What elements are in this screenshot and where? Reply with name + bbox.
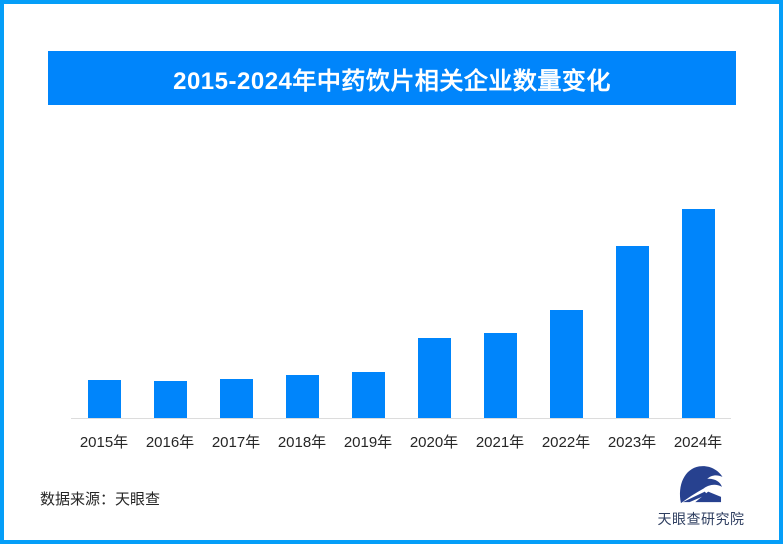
chart-title: 2015-2024年中药饮片相关企业数量变化 [173,67,611,95]
logo-block: 天眼查研究院 [656,464,746,529]
x-tick-label: 2022年 [541,434,591,451]
bar-2016年 [153,381,187,418]
logo-text: 天眼查研究院 [657,511,745,527]
data-source-note: 数据来源：天眼查 [40,491,161,508]
bar-2018年 [285,375,319,418]
x-tick-label: 2015年 [79,434,129,451]
bar-column [137,381,203,418]
chart-title-banner: 2015-2024年中药饮片相关企业数量变化 [48,51,736,105]
bar-column [71,380,137,418]
bar-column [203,379,269,418]
x-axis-labels: 2015年 2016年 2017年 2018年 2019年 2020年 2021年 2022年… [71,419,731,452]
bar-2023年 [615,246,649,418]
bar-column [599,246,665,418]
x-tick-label: 2017年 [211,434,261,451]
x-tick-label: 2024年 [673,434,723,451]
bar-column [401,338,467,418]
x-tick-label: 2019年 [343,434,393,451]
bar-2020年 [417,338,451,418]
bar-column [269,375,335,418]
bar-2019年 [351,372,385,418]
bar-chart: 2015年 2016年 2017年 2018年 2019年 2020年 2021年 2022年… [71,150,731,452]
bar-2015年 [87,380,121,418]
bar-2024年 [681,209,715,418]
x-tick-label: 2023年 [607,434,657,451]
bar-column [335,372,401,418]
bars-area [71,150,731,419]
bar-2021年 [483,333,517,418]
bar-2022年 [549,310,583,418]
x-tick-label: 2021年 [475,434,525,451]
bar-column [533,310,599,418]
x-tick-label: 2018年 [277,434,327,451]
x-tick-label: 2020年 [409,434,459,451]
bar-column [665,209,731,418]
bar-2017年 [219,379,253,418]
tianyancha-logo-icon [679,466,723,504]
bar-column [467,333,533,418]
x-tick-label: 2016年 [145,434,195,451]
